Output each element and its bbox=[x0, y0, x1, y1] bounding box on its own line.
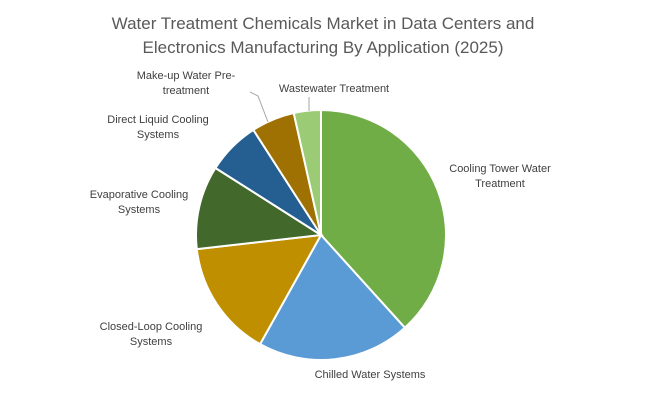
slice-label-2: Closed-Loop Cooling Systems bbox=[100, 321, 203, 348]
leader-lines bbox=[249, 91, 310, 123]
slice-label-2-line-0: Closed-Loop Cooling bbox=[100, 321, 203, 333]
pie-slice-2 bbox=[195, 233, 323, 346]
slice-label-0-line-0: Cooling Tower Water bbox=[449, 163, 551, 175]
slice-label-4-line-0: Direct Liquid Cooling bbox=[107, 114, 209, 126]
pie-slice-3 bbox=[195, 166, 324, 251]
pie-slices bbox=[195, 108, 447, 362]
slice-label-0-line-1: Treatment bbox=[475, 178, 525, 190]
pie-slice-0 bbox=[320, 108, 447, 330]
slice-label-1-line-0: Chilled Water Systems bbox=[315, 369, 426, 381]
slice-label-5-line-0: Make-up Water Pre- bbox=[137, 70, 236, 82]
slice-label-6: Wastewater Treatment bbox=[279, 83, 389, 95]
slice-label-3-line-1: Systems bbox=[118, 204, 161, 216]
pie-slice-1 bbox=[258, 233, 407, 362]
slice-label-5: Make-up Water Pre-treatment bbox=[137, 70, 236, 97]
chart-title: Water Treatment Chemicals Market in Data… bbox=[0, 12, 646, 60]
slice-label-2-line-1: Systems bbox=[130, 336, 173, 348]
pie-slice-6 bbox=[292, 108, 322, 236]
slice-label-6-line-0: Wastewater Treatment bbox=[279, 83, 389, 95]
slice-labels: Cooling Tower Water Treatment Chilled Wate… bbox=[90, 70, 551, 381]
chart-title-line-2: Electronics Manufacturing By Application… bbox=[142, 38, 504, 57]
leader-line-5 bbox=[249, 91, 269, 123]
slice-label-3-line-0: Evaporative Cooling bbox=[90, 189, 188, 201]
slice-label-1: Chilled Water Systems bbox=[315, 369, 426, 381]
chart-title-line-1: Water Treatment Chemicals Market in Data… bbox=[111, 14, 535, 33]
slice-label-4-line-1: Systems bbox=[137, 129, 180, 141]
slice-label-4: Direct Liquid Cooling Systems bbox=[107, 114, 209, 141]
slice-label-0: Cooling Tower Water Treatment bbox=[449, 163, 551, 190]
slice-label-3: Evaporative Cooling Systems bbox=[90, 189, 188, 216]
slice-label-5-line-1: treatment bbox=[163, 85, 209, 97]
